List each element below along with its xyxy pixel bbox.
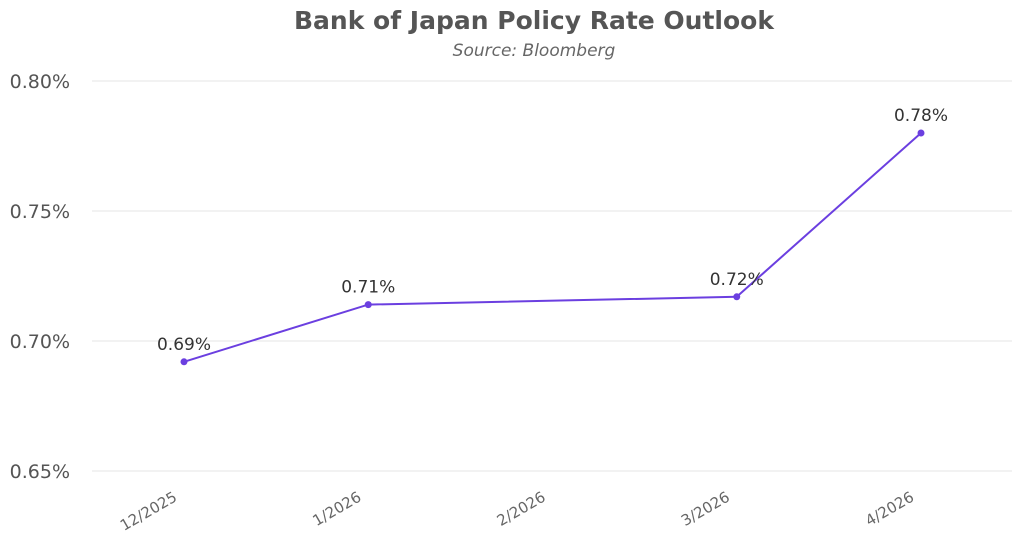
data-point (180, 358, 188, 366)
chart-title: Bank of Japan Policy Rate Outlook (294, 6, 775, 35)
x-tick-label: 1/2026 (310, 488, 365, 530)
data-label: 0.71% (341, 278, 395, 298)
chart-subtitle: Source: Bloomberg (453, 41, 616, 61)
x-tick-label: 2/2026 (494, 488, 549, 530)
data-label: 0.78% (894, 106, 948, 126)
y-tick-label: 0.65% (10, 461, 70, 483)
x-tick-label: 12/2025 (117, 488, 180, 535)
y-tick-label: 0.70% (10, 331, 70, 353)
data-label: 0.72% (710, 270, 764, 290)
data-point (917, 129, 925, 137)
data-label: 0.69% (157, 335, 211, 355)
x-tick-label: 4/2026 (862, 488, 917, 530)
y-tick-label: 0.80% (10, 71, 70, 93)
data-point (364, 301, 372, 309)
data-point (733, 293, 741, 301)
series-line (183, 132, 922, 363)
x-tick-label: 3/2026 (678, 488, 733, 530)
y-tick-label: 0.75% (10, 201, 70, 223)
